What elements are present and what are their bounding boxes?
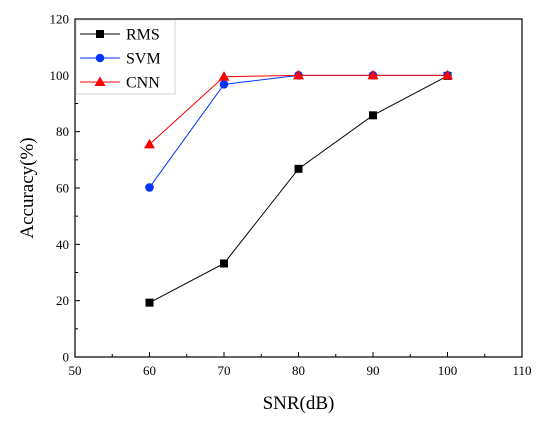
data-point-rms: [294, 164, 303, 173]
legend-marker-cnn: [94, 76, 106, 86]
data-point-rms: [220, 259, 228, 268]
legend: RMS SVM CNN: [75, 19, 176, 95]
series-line-cnn: [149, 74, 448, 145]
x-tick-label: 80: [292, 363, 305, 378]
x-tick-label: 50: [69, 363, 82, 378]
data-point-svm: [145, 183, 154, 192]
data-point-svm: [219, 80, 229, 89]
data-point-cnn: [144, 138, 155, 149]
y-tick-label: 80: [56, 124, 69, 139]
legend-marker-svm: [95, 53, 105, 63]
y-tick-label: 60: [56, 181, 69, 196]
x-tick-label: 60: [143, 363, 156, 378]
y-tick-label: 120: [50, 12, 70, 27]
y-tick-label: 40: [56, 237, 69, 252]
x-tick-label: 70: [218, 363, 231, 378]
y-tick-label: 100: [50, 68, 70, 83]
x-tick-label: 90: [367, 363, 380, 378]
y-tick-label: 20: [56, 293, 69, 308]
legend-marker-rms: [96, 30, 104, 38]
data-point-rms: [369, 111, 377, 120]
series-rms: [145, 71, 452, 307]
legend-label-rms: RMS: [126, 27, 160, 44]
y-axis-title: Accuracy(%): [17, 137, 38, 238]
legend-label-svm: SVM: [126, 51, 161, 68]
data-point-cnn: [218, 71, 230, 81]
data-point-cnn: [293, 69, 304, 80]
series-layer: [144, 69, 453, 307]
data-point-rms: [145, 298, 154, 307]
series-cnn: [144, 69, 453, 149]
data-point-cnn: [442, 69, 453, 80]
y-tick-label: 0: [63, 350, 70, 365]
x-tick-label: 110: [512, 363, 531, 378]
x-axis-title: SNR(dB): [263, 393, 335, 414]
series-line-rms: [149, 75, 448, 304]
axes: 50 60 70 80 90 100 110 0 20 40 60 80 100 120: [50, 12, 532, 379]
legend-label-cnn: CNN: [126, 75, 160, 92]
x-tick-label: 100: [438, 363, 458, 378]
series-svm: [145, 71, 452, 192]
data-point-cnn: [367, 69, 379, 80]
